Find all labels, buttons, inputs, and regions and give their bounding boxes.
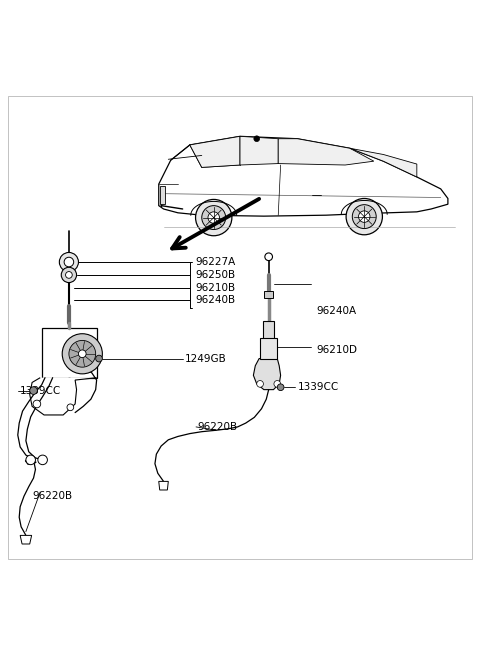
Circle shape — [359, 211, 370, 222]
Text: 1339CC: 1339CC — [297, 383, 338, 392]
Polygon shape — [253, 358, 281, 390]
Circle shape — [26, 455, 36, 464]
Polygon shape — [190, 136, 240, 168]
Polygon shape — [30, 378, 96, 415]
Circle shape — [274, 381, 281, 387]
Circle shape — [254, 136, 260, 141]
Polygon shape — [20, 535, 32, 544]
Bar — [160, 186, 165, 204]
Text: 96240A: 96240A — [316, 306, 357, 316]
Circle shape — [257, 381, 264, 387]
Circle shape — [30, 386, 37, 394]
Text: 96220B: 96220B — [32, 491, 72, 500]
Text: 1249GB: 1249GB — [185, 354, 227, 364]
Circle shape — [60, 252, 78, 272]
Bar — [260, 339, 277, 358]
Polygon shape — [159, 481, 168, 490]
Circle shape — [78, 350, 86, 358]
Bar — [263, 322, 275, 339]
Text: 1339CC: 1339CC — [20, 386, 61, 396]
Circle shape — [33, 400, 41, 408]
Circle shape — [67, 404, 74, 411]
Text: 96210B: 96210B — [195, 284, 236, 293]
Circle shape — [346, 198, 383, 234]
Polygon shape — [240, 136, 278, 165]
Bar — [264, 291, 274, 298]
Circle shape — [277, 384, 284, 390]
Polygon shape — [159, 136, 448, 216]
Circle shape — [61, 267, 76, 282]
Text: 96220B: 96220B — [197, 422, 237, 432]
Circle shape — [195, 199, 232, 236]
Circle shape — [265, 253, 273, 261]
Polygon shape — [278, 139, 374, 165]
Circle shape — [38, 455, 48, 464]
Text: 96250B: 96250B — [195, 270, 236, 280]
Polygon shape — [350, 148, 417, 177]
Text: 96210D: 96210D — [316, 345, 358, 356]
Text: 96227A: 96227A — [195, 257, 236, 267]
Bar — [42, 328, 96, 378]
Circle shape — [64, 257, 74, 267]
Circle shape — [62, 333, 102, 374]
Circle shape — [66, 272, 72, 278]
Circle shape — [96, 355, 102, 362]
Circle shape — [202, 206, 226, 229]
Circle shape — [352, 204, 376, 229]
Text: 96240B: 96240B — [195, 295, 236, 305]
Circle shape — [69, 341, 96, 367]
Circle shape — [208, 212, 219, 223]
